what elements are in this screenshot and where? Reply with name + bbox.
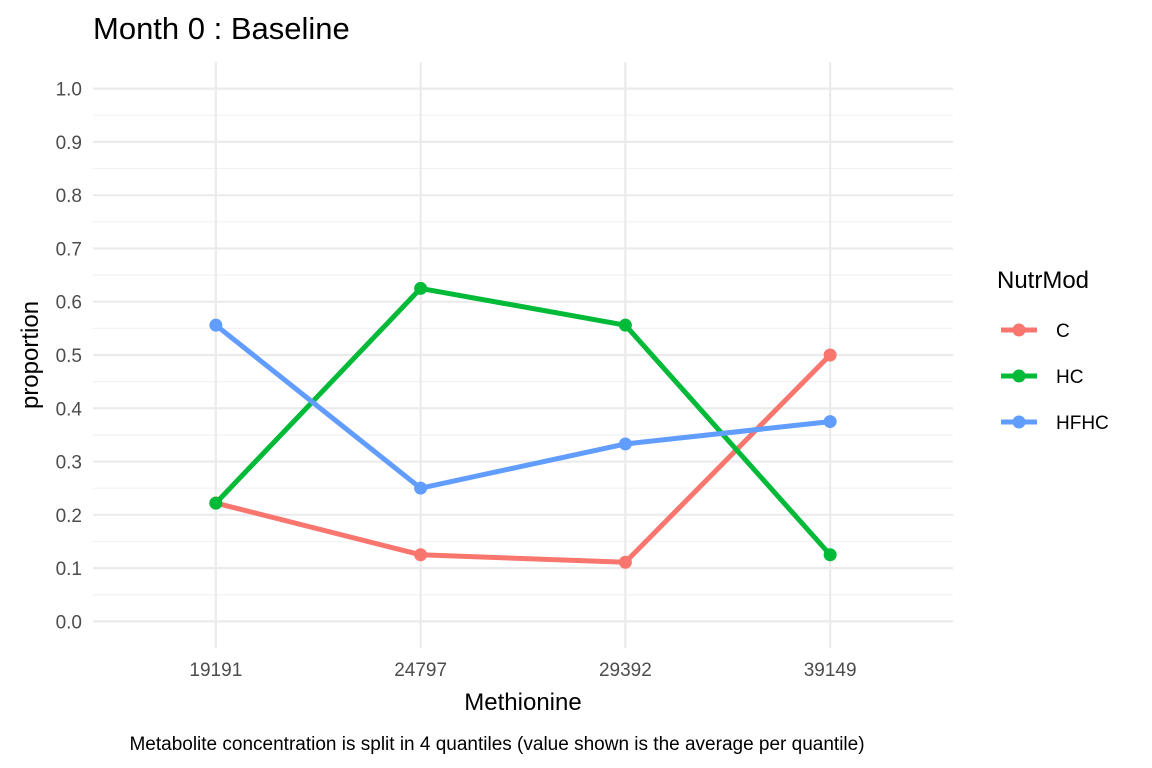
data-point-c — [414, 548, 428, 562]
y-tick-label: 0.3 — [56, 453, 82, 474]
y-tick-label: 0.9 — [56, 133, 82, 154]
legend-label: C — [1056, 321, 1070, 342]
y-tick-label: 0.4 — [56, 399, 83, 420]
y-axis-title: proportion — [17, 301, 44, 409]
y-tick-label: 0.5 — [56, 346, 82, 367]
series-hfhc — [209, 318, 837, 495]
legend-key-point — [1012, 415, 1026, 429]
y-tick-label: 0.6 — [56, 293, 82, 314]
legend-item-c: C — [1001, 321, 1070, 342]
x-tick-label: 39149 — [804, 660, 857, 681]
legend-item-hc: HC — [1001, 367, 1083, 388]
legend: NutrMod C HC HFHC — [997, 267, 1109, 434]
data-point-c — [618, 555, 632, 569]
series-layer — [209, 281, 837, 569]
legend-title: NutrMod — [997, 267, 1089, 294]
series-line-c — [215, 353, 832, 565]
y-tick-label: 0.7 — [56, 239, 82, 260]
x-axis-title: Methionine — [464, 689, 581, 716]
x-axis-ticks: 19191 24797 29392 39149 — [189, 660, 856, 681]
y-tick-label: 0.8 — [56, 186, 82, 207]
x-tick-label: 19191 — [189, 660, 242, 681]
x-tick-label: 24797 — [394, 660, 447, 681]
legend-key-point — [1012, 369, 1026, 383]
data-point-hfhc — [823, 415, 837, 429]
legend-item-hfhc: HFHC — [1001, 413, 1109, 434]
chart-title: Month 0 : Baseline — [93, 11, 350, 46]
data-point-hc — [209, 496, 223, 510]
y-tick-label: 0.1 — [56, 559, 82, 580]
series-line-hc — [214, 285, 833, 557]
data-point-hc — [823, 548, 837, 562]
data-point-c — [823, 348, 837, 362]
y-tick-label: 0.0 — [56, 612, 82, 633]
legend-label: HFHC — [1056, 413, 1109, 434]
data-point-hfhc — [209, 318, 223, 332]
data-point-hc — [618, 318, 632, 332]
data-point-hfhc — [414, 481, 428, 495]
series-hc — [209, 281, 837, 562]
y-tick-label: 0.2 — [56, 506, 82, 527]
series-line-hfhc — [214, 323, 831, 491]
data-point-hc — [414, 281, 428, 295]
y-axis-ticks: 0.0 0.1 0.2 0.3 0.4 0.5 0.6 0.7 0.8 0.9 1.0 — [56, 80, 83, 634]
legend-label: HC — [1056, 367, 1083, 388]
x-tick-label: 29392 — [599, 660, 652, 681]
data-point-hfhc — [618, 437, 632, 451]
legend-key-point — [1012, 323, 1026, 337]
y-tick-label: 1.0 — [56, 80, 82, 101]
chart-caption: Metabolite concentration is split in 4 q… — [129, 734, 864, 755]
